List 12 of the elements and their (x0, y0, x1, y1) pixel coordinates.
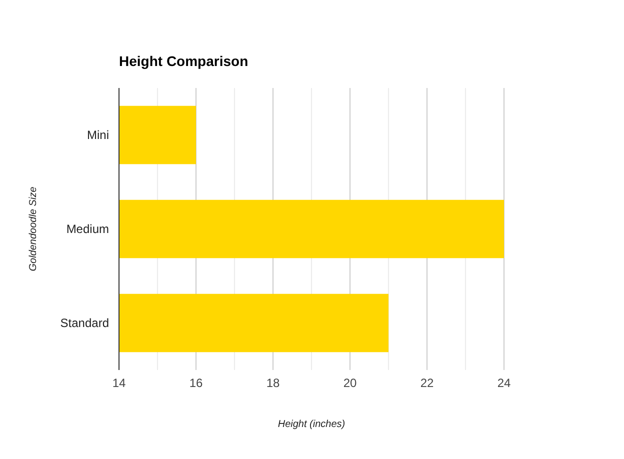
y-tick-label: Mini (86, 128, 109, 142)
x-axis-title: Height (inches) (278, 419, 346, 430)
y-tick-label: Standard (60, 316, 109, 330)
x-tick-label: 14 (112, 376, 126, 390)
y-axis-title: Goldendoodle Size (28, 186, 39, 272)
y-tick-label: Medium (66, 222, 109, 236)
x-tick-label: 18 (266, 376, 280, 390)
x-tick-label: 24 (497, 376, 511, 390)
x-tick-label: 16 (189, 376, 203, 390)
chart-title: Height Comparison (119, 53, 248, 69)
x-tick-label: 22 (420, 376, 434, 390)
x-tick-label: 20 (343, 376, 357, 390)
